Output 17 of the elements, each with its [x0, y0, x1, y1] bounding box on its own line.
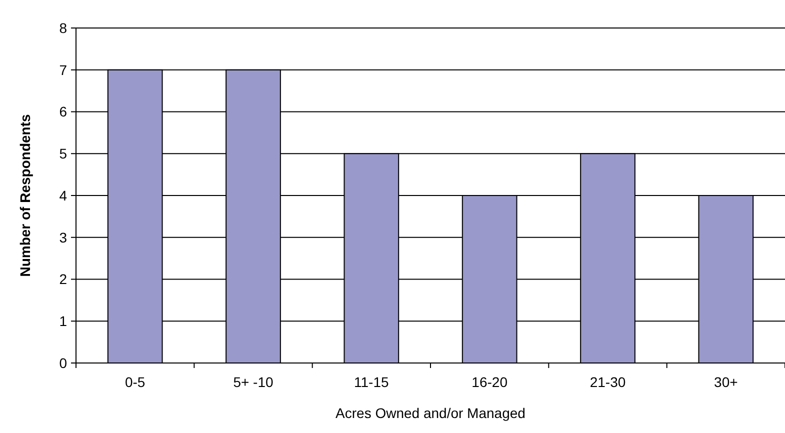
y-tick-label: 2	[59, 271, 68, 288]
y-tick-label: 8	[59, 20, 68, 36]
y-tick-label: 4	[59, 187, 68, 204]
y-tick-label: 5	[59, 146, 68, 162]
y-tick-label: 0	[59, 354, 68, 371]
y-tick-label: 1	[59, 313, 68, 330]
x-tick-label: 0-5	[124, 374, 146, 390]
y-axis-title: Number of Respondents	[17, 114, 33, 277]
y-tick-label: 6	[59, 104, 68, 120]
y-tick-label: 3	[59, 229, 68, 246]
x-tick-label: 30+	[714, 374, 738, 390]
x-axis-title: Acres Owned and/or Managed	[336, 405, 526, 421]
x-tick-label: 11-15	[354, 374, 390, 390]
x-tick-label: 16-20	[472, 374, 508, 390]
y-tick-label: 7	[59, 62, 68, 78]
x-tick-label: 21-30	[590, 374, 626, 390]
x-tick-label: 5+ -10	[233, 374, 274, 390]
